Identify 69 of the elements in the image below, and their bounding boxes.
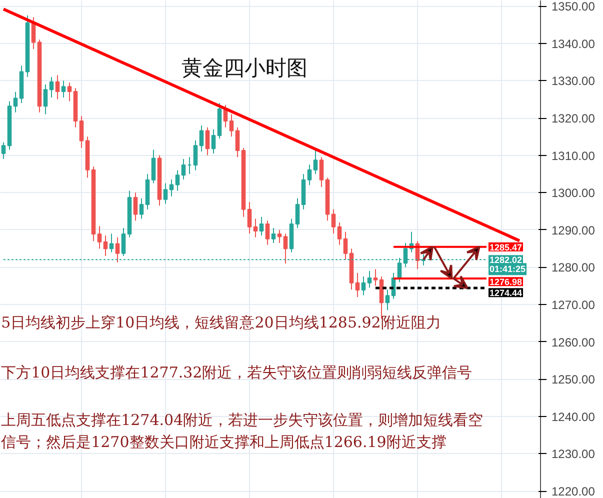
candlestick <box>133 192 138 222</box>
candlestick <box>181 158 186 180</box>
candlestick <box>121 228 126 257</box>
annotation: 上周五低点支撑在1274.04附近，若进一步失守该位置，则增加短线看空 <box>1 410 484 429</box>
candlestick <box>103 235 108 257</box>
candlestick <box>13 91 18 113</box>
y-tick-label: 1300.00 <box>552 186 596 200</box>
candlestick <box>169 179 174 197</box>
y-tick-label: 1280.00 <box>552 260 596 275</box>
candlestick <box>355 272 360 298</box>
candlestick <box>97 226 102 250</box>
candlestick <box>277 229 282 244</box>
candlestick <box>199 124 204 152</box>
candlestick <box>115 236 120 263</box>
candlestick <box>211 128 216 154</box>
ref-line-label: 1274.44 <box>490 288 522 298</box>
candlestick <box>49 76 54 98</box>
candlestick <box>295 198 300 229</box>
candlestick <box>313 148 318 174</box>
y-tick-label: 1250.00 <box>552 372 596 387</box>
candlestick <box>253 218 258 238</box>
annotation: 信号；然后是1270整数关口附近支撑和上周低点1266.19附近支撑 <box>1 433 446 452</box>
annotation: 5日均线初步上穿10日均线，短线留意20日均线1285.92附近阻力 <box>1 314 441 332</box>
candlestick <box>175 170 180 192</box>
candlestick <box>235 126 240 158</box>
text: 黄金四小时图 <box>182 56 308 80</box>
candlestick <box>265 220 270 246</box>
candlestick <box>61 80 66 98</box>
ref-line-label: 1282.02 <box>490 255 522 266</box>
ref-line-label: 1276.98 <box>490 277 522 288</box>
candlestick <box>1 142 6 160</box>
candlestick <box>367 270 372 288</box>
annotation: 下方10日均线支撑在1277.32附近，若失守该位置则削弱短线反弹信号 <box>1 363 472 382</box>
candlestick <box>259 216 264 236</box>
candlestick <box>271 228 276 244</box>
candlestick <box>361 276 366 296</box>
y-tick-label: 1240.00 <box>552 410 596 424</box>
candlestick <box>163 182 168 204</box>
candlestick <box>337 222 342 246</box>
y-tick-label: 1340.00 <box>552 36 596 51</box>
ref-line-label: 1285.47 <box>490 242 522 252</box>
y-tick-label: 1290.00 <box>552 223 596 238</box>
candlestick <box>139 198 144 220</box>
candlestick <box>319 156 324 188</box>
annotation: 01:41:25 <box>490 264 526 274</box>
y-tick-label: 1270.00 <box>552 298 596 312</box>
candlestick <box>307 164 312 186</box>
candlestick <box>283 233 288 264</box>
candlestick <box>193 140 198 171</box>
y-tick-label: 1230.00 <box>552 447 596 462</box>
candlestick <box>151 149 156 184</box>
y-tick-label: 1260.00 <box>552 335 596 350</box>
candlestick <box>109 233 114 253</box>
candlestick <box>331 208 336 234</box>
y-tick-label: 1330.00 <box>552 74 596 88</box>
candlestick <box>55 74 60 100</box>
candlestick <box>343 231 348 260</box>
y-tick-label: 1320.00 <box>552 112 596 126</box>
candlestick <box>229 114 234 138</box>
candlestick <box>79 116 84 148</box>
candlestick <box>385 289 390 311</box>
candlestick <box>205 126 210 156</box>
candlestick <box>43 84 48 115</box>
y-tick-label: 1350.00 <box>552 0 596 14</box>
y-tick-label: 1220.00 <box>552 484 596 498</box>
candlestick <box>67 82 72 102</box>
candlestick <box>247 201 252 234</box>
candlestick <box>373 268 378 286</box>
y-tick-label: 1310.00 <box>552 148 596 163</box>
